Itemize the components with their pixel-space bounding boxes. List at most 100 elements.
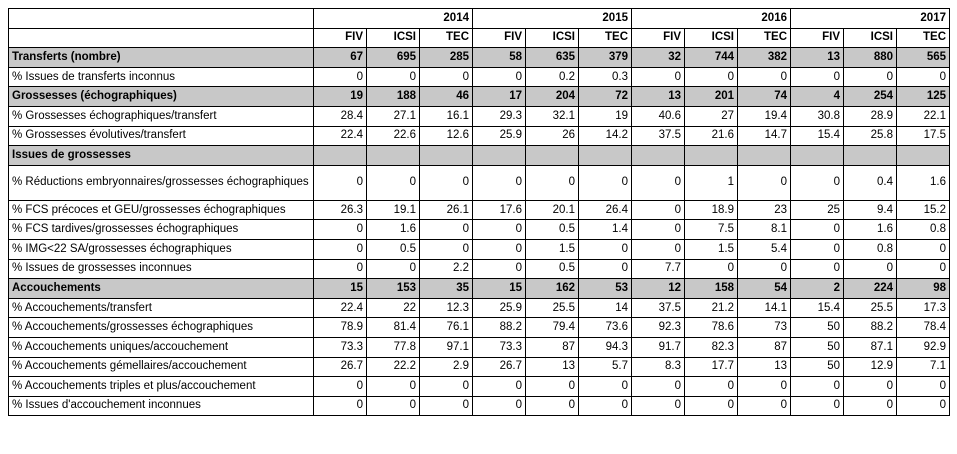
value-cell: 87 [525,336,579,358]
value-cell: 0 [684,376,738,397]
technique-header-row: FIV ICSI TEC FIV ICSI TEC FIV ICSI TEC F… [8,27,950,49]
value-cell: 1.6 [843,219,897,240]
value-cell: 14.1 [737,297,791,319]
value-cell: 82.3 [684,336,738,358]
value-cell: 5.4 [737,238,791,260]
value-cell: 22.2 [366,356,420,378]
value-cell: 125 [896,86,950,107]
value-cell: 0 [525,395,579,417]
table-row: % Accouchements gémellaires/accouchement… [8,356,950,378]
value-cell: 7.5 [684,219,738,240]
table-row: % Accouchements/grossesses échographique… [8,317,950,338]
value-cell: 26.1 [419,199,473,221]
value-cell: 19 [578,105,632,127]
value-cell: 12 [631,278,685,299]
technique-label: FIV [631,27,685,49]
value-cell: 0 [313,66,367,88]
value-cell: 13 [790,47,844,68]
value-cell: 0 [843,66,897,88]
value-cell: 21.6 [684,125,738,147]
table-row: % Accouchements triples et plus/accouche… [8,376,950,397]
value-cell: 188 [366,86,420,107]
technique-label: FIV [472,27,526,49]
value-cell: 0 [525,164,579,201]
value-cell: 1.6 [366,219,420,240]
value-cell: 201 [684,86,738,107]
value-cell: 0 [843,376,897,397]
value-cell: 17.6 [472,199,526,221]
value-cell: 379 [578,47,632,68]
year-label: 2016 [737,8,791,29]
technique-label: ICSI [843,27,897,49]
value-cell: 17.7 [684,356,738,378]
value-cell: 26.3 [313,199,367,221]
table-row: % Issues de grossesses inconnues 0 0 2.2 0 0.… [8,258,950,280]
value-cell: 0 [313,258,367,280]
year-label: 2017 [896,8,950,29]
value-cell: 0 [684,66,738,88]
technique-label: FIV [790,27,844,49]
value-cell: 14.7 [737,125,791,147]
value-cell: 25.9 [472,125,526,147]
value-cell [684,145,738,166]
value-cell: 26.7 [313,356,367,378]
value-cell: 28.4 [313,105,367,127]
value-cell: 25.9 [472,297,526,319]
value-cell: 53 [578,278,632,299]
table-row: % Accouchements/transfert 22.4 22 12.3 25.9 2… [8,297,950,319]
value-cell: 1.5 [525,238,579,260]
row-label: % Accouchements/grossesses échographique… [8,317,314,338]
value-cell: 0 [313,395,367,417]
value-cell: 92.3 [631,317,685,338]
row-label: % Issues de grossesses inconnues [8,258,314,280]
value-cell: 0 [737,258,791,280]
value-cell: 12.6 [419,125,473,147]
value-cell [631,145,685,166]
value-cell: 12.9 [843,356,897,378]
value-cell: 20.1 [525,199,579,221]
value-cell: 880 [843,47,897,68]
value-cell: 0 [472,395,526,417]
value-cell: 4 [790,86,844,107]
table-row: % IMG<22 SA/grossesses échographiques 0 0.… [8,238,950,260]
value-cell: 0 [790,238,844,260]
value-cell: 224 [843,278,897,299]
value-cell: 0 [419,219,473,240]
corner-cell [8,8,314,29]
value-cell: 0 [366,258,420,280]
value-cell: 0 [472,258,526,280]
row-label: % Accouchements/transfert [8,297,314,319]
value-cell: 19 [313,86,367,107]
technique-label: TEC [419,27,473,49]
value-cell: 88.2 [472,317,526,338]
value-cell: 0 [790,376,844,397]
value-cell: 13 [631,86,685,107]
value-cell: 22.6 [366,125,420,147]
value-cell: 78.9 [313,317,367,338]
technique-label: ICSI [684,27,738,49]
value-cell: 73 [737,317,791,338]
value-cell [472,145,526,166]
row-label: % Issues d'accouchement inconnues [8,395,314,417]
value-cell: 92.9 [896,336,950,358]
value-cell: 50 [790,317,844,338]
value-cell: 19.1 [366,199,420,221]
value-cell: 1 [684,164,738,201]
value-cell: 0 [419,238,473,260]
value-cell: 0 [472,66,526,88]
value-cell: 12.3 [419,297,473,319]
table-row: % Issues de transferts inconnus 0 0 0 0 0.2 0.… [8,66,950,88]
value-cell [737,145,791,166]
value-cell: 0 [684,395,738,417]
row-label: % Accouchements gémellaires/accouchement [8,356,314,378]
value-cell: 22.4 [313,125,367,147]
value-cell: 15.4 [790,125,844,147]
year-label: 2014 [419,8,473,29]
value-cell: 8.3 [631,356,685,378]
technique-label: ICSI [525,27,579,49]
table-row: % FCS tardives/grossesses échographiques… [8,219,950,240]
value-cell: 0 [525,376,579,397]
value-cell: 2 [790,278,844,299]
value-cell: 0 [472,219,526,240]
technique-label: ICSI [366,27,420,49]
